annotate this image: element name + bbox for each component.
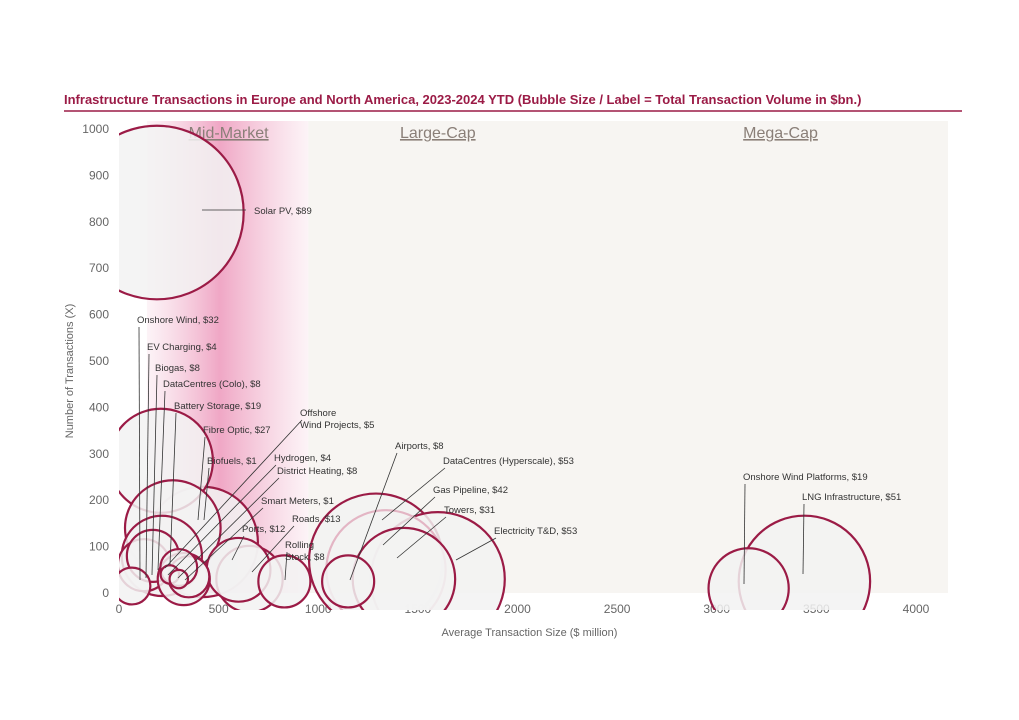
y-tick-label: 200 [89, 493, 109, 507]
leader-line [157, 390, 166, 571]
y-tick-label: 600 [89, 308, 109, 322]
segment-label-mid-market: Mid-Market [189, 125, 270, 142]
bubble-label: Hydrogen, $4 [274, 453, 331, 464]
bubble [168, 568, 190, 590]
y-tick-label: 400 [89, 400, 109, 414]
leader-line [177, 477, 280, 579]
leader-line [145, 353, 150, 579]
leader-line [151, 374, 158, 576]
leader-line [455, 537, 497, 561]
bubble-label: Towers, $31 [444, 505, 495, 516]
bubble-label: Solar PV, $89 [254, 206, 312, 217]
bubble-label: Offshore [300, 408, 336, 419]
bubble-label: Smart Meters, $1 [261, 496, 334, 507]
bubble-label: Electricity T&D, $53 [494, 526, 577, 537]
bubble-label: District Heating, $8 [277, 466, 357, 477]
leader-line [231, 535, 245, 561]
y-tick-label: 700 [89, 261, 109, 275]
leader-line [203, 467, 210, 521]
y-axis-label: Number of Transactions (X) [64, 304, 76, 439]
leader-line [396, 516, 447, 559]
y-tick-label: 0 [102, 586, 109, 600]
bubble-label: Onshore Wind, $32 [137, 315, 219, 326]
x-tick-label: 2000 [504, 602, 531, 616]
leader-line [197, 436, 206, 521]
x-tick-label: 4000 [903, 602, 930, 616]
bubble-label: Gas Pipeline, $42 [433, 485, 508, 496]
bubble-label: Biofuels, $1 [207, 456, 257, 467]
leader-line [381, 467, 446, 521]
bubble-label: LNG Infrastructure, $51 [802, 492, 901, 503]
y-tick-label: 500 [89, 354, 109, 368]
bubble-label: EV Charging, $4 [147, 342, 217, 353]
y-tick-label: 300 [89, 447, 109, 461]
y-tick-label: 800 [89, 215, 109, 229]
segment-label-large-cap: Large-Cap [400, 125, 476, 142]
bubble-label: DataCentres (Hyperscale), $53 [443, 456, 574, 467]
bubble-label: Stock, $8 [285, 552, 325, 563]
bubble-label: Fibre Optic, $27 [203, 425, 271, 436]
bubble-label: Wind Projects, $5 [300, 420, 374, 431]
leader-line [169, 412, 177, 566]
y-tick-label: 1000 [82, 122, 109, 136]
leader-line [138, 326, 141, 581]
bubble-label: Onshore Wind Platforms, $19 [743, 472, 868, 483]
y-tick-label: 100 [89, 540, 109, 554]
bubble [257, 554, 312, 609]
bubble-label: Rolling [285, 540, 314, 551]
bubble-label: Roads, $13 [292, 514, 341, 525]
bubble-label: Biogas, $8 [155, 363, 200, 374]
bubble [707, 547, 790, 610]
x-axis-label: Average Transaction Size ($ million) [442, 627, 618, 639]
leader-line [382, 496, 436, 546]
x-tick-label: 2500 [604, 602, 631, 616]
segment-label-mega-cap: Mega-Cap [743, 125, 818, 142]
bubble-label: DataCentres (Colo), $8 [163, 379, 261, 390]
leader-line [743, 483, 746, 585]
x-tick-label: 500 [209, 602, 229, 616]
leader-line [349, 452, 398, 581]
leader-line [251, 525, 295, 573]
bubble [321, 554, 376, 609]
leader-line [184, 507, 264, 581]
bubble-label: Airports, $8 [395, 441, 444, 452]
bubble-label: Ports, $12 [242, 524, 285, 535]
bubble [119, 566, 152, 606]
x-tick-label: 0 [116, 602, 123, 616]
leader-line [164, 419, 303, 569]
chart-title: Infrastructure Transactions in Europe an… [64, 92, 862, 107]
bubble-label: Battery Storage, $19 [174, 401, 261, 412]
y-tick-label: 900 [89, 168, 109, 182]
bubble [119, 124, 245, 301]
leader-line [284, 551, 288, 581]
leader-line [802, 503, 805, 575]
leader-line [167, 464, 277, 576]
